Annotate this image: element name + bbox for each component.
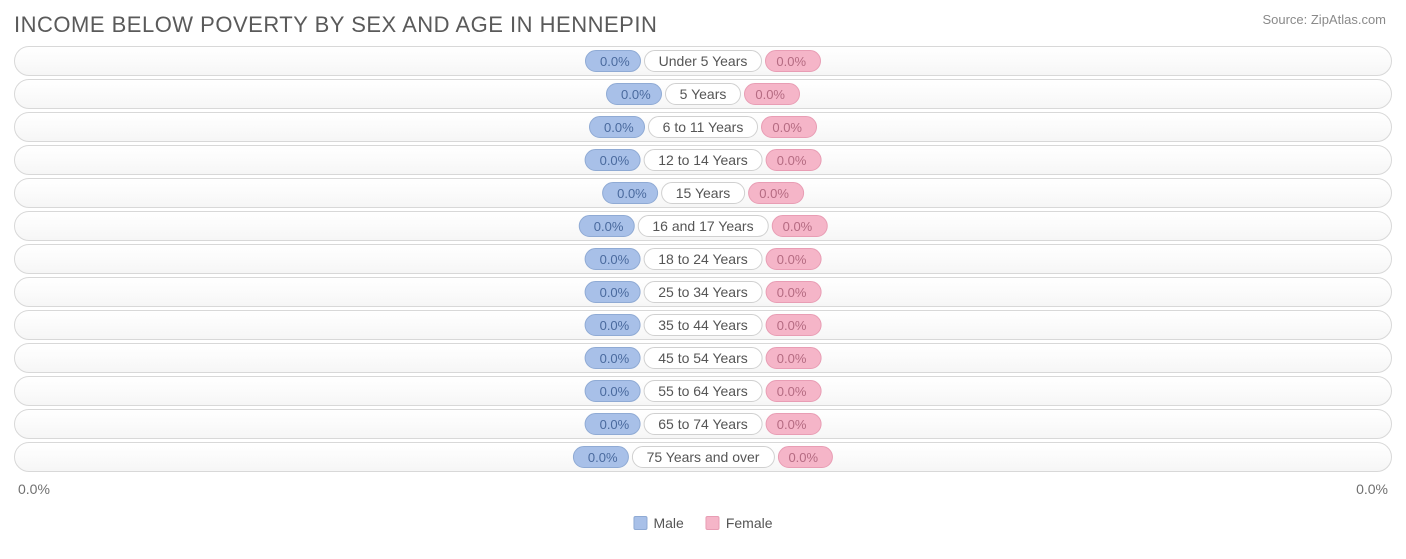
chart-row: 0.0%35 to 44 Years0.0% <box>14 310 1392 340</box>
chart-row: 0.0%Under 5 Years0.0% <box>14 46 1392 76</box>
chart-title: INCOME BELOW POVERTY BY SEX AND AGE IN H… <box>14 12 657 38</box>
female-value-pill: 0.0% <box>744 83 800 105</box>
chart-row: 0.0%5 Years0.0% <box>14 79 1392 109</box>
row-center-group: 0.0%25 to 34 Years0.0% <box>585 281 822 303</box>
x-axis: 0.0% 0.0% <box>0 475 1406 497</box>
legend-swatch-male <box>633 516 647 530</box>
chart-row: 0.0%16 and 17 Years0.0% <box>14 211 1392 241</box>
female-value-pill: 0.0% <box>772 215 828 237</box>
female-value-pill: 0.0% <box>765 50 821 72</box>
male-value-pill: 0.0% <box>585 248 641 270</box>
row-center-group: 0.0%45 to 54 Years0.0% <box>585 347 822 369</box>
row-center-group: 0.0%16 and 17 Years0.0% <box>579 215 828 237</box>
female-value-pill: 0.0% <box>777 446 833 468</box>
male-value-pill: 0.0% <box>585 413 641 435</box>
row-center-group: 0.0%12 to 14 Years0.0% <box>585 149 822 171</box>
category-label-pill: 25 to 34 Years <box>643 281 763 303</box>
row-center-group: 0.0%5 Years0.0% <box>606 83 800 105</box>
chart-header: INCOME BELOW POVERTY BY SEX AND AGE IN H… <box>0 0 1406 46</box>
category-label-pill: 5 Years <box>665 83 742 105</box>
row-center-group: 0.0%18 to 24 Years0.0% <box>585 248 822 270</box>
category-label-pill: 18 to 24 Years <box>643 248 763 270</box>
axis-left-label: 0.0% <box>18 481 50 497</box>
legend-item-male: Male <box>633 515 683 531</box>
male-value-pill: 0.0% <box>585 50 641 72</box>
chart-row: 0.0%18 to 24 Years0.0% <box>14 244 1392 274</box>
female-value-pill: 0.0% <box>766 380 822 402</box>
female-value-pill: 0.0% <box>766 314 822 336</box>
chart-row: 0.0%45 to 54 Years0.0% <box>14 343 1392 373</box>
male-value-pill: 0.0% <box>585 281 641 303</box>
female-value-pill: 0.0% <box>761 116 817 138</box>
chart-row: 0.0%55 to 64 Years0.0% <box>14 376 1392 406</box>
axis-right-label: 0.0% <box>1356 481 1388 497</box>
category-label-pill: Under 5 Years <box>644 50 763 72</box>
row-center-group: 0.0%15 Years0.0% <box>602 182 804 204</box>
row-center-group: 0.0%65 to 74 Years0.0% <box>585 413 822 435</box>
legend-item-female: Female <box>706 515 773 531</box>
row-center-group: 0.0%55 to 64 Years0.0% <box>585 380 822 402</box>
male-value-pill: 0.0% <box>606 83 662 105</box>
chart-row: 0.0%65 to 74 Years0.0% <box>14 409 1392 439</box>
male-value-pill: 0.0% <box>585 380 641 402</box>
category-label-pill: 35 to 44 Years <box>643 314 763 336</box>
chart-row: 0.0%12 to 14 Years0.0% <box>14 145 1392 175</box>
male-value-pill: 0.0% <box>579 215 635 237</box>
category-label-pill: 6 to 11 Years <box>648 116 759 138</box>
male-value-pill: 0.0% <box>585 314 641 336</box>
category-label-pill: 55 to 64 Years <box>643 380 763 402</box>
source-attribution: Source: ZipAtlas.com <box>1262 12 1386 27</box>
category-label-pill: 16 and 17 Years <box>637 215 768 237</box>
legend: Male Female <box>633 515 772 531</box>
chart-rows-container: 0.0%Under 5 Years0.0%0.0%5 Years0.0%0.0%… <box>0 46 1406 472</box>
chart-row: 0.0%6 to 11 Years0.0% <box>14 112 1392 142</box>
female-value-pill: 0.0% <box>766 347 822 369</box>
male-value-pill: 0.0% <box>602 182 658 204</box>
chart-row: 0.0%75 Years and over0.0% <box>14 442 1392 472</box>
female-value-pill: 0.0% <box>766 248 822 270</box>
row-center-group: 0.0%6 to 11 Years0.0% <box>589 116 817 138</box>
legend-label-male: Male <box>653 515 683 531</box>
female-value-pill: 0.0% <box>766 149 822 171</box>
male-value-pill: 0.0% <box>585 149 641 171</box>
category-label-pill: 15 Years <box>661 182 746 204</box>
chart-row: 0.0%25 to 34 Years0.0% <box>14 277 1392 307</box>
female-value-pill: 0.0% <box>766 281 822 303</box>
category-label-pill: 75 Years and over <box>632 446 775 468</box>
row-center-group: 0.0%75 Years and over0.0% <box>573 446 833 468</box>
male-value-pill: 0.0% <box>589 116 645 138</box>
female-value-pill: 0.0% <box>748 182 804 204</box>
category-label-pill: 45 to 54 Years <box>643 347 763 369</box>
male-value-pill: 0.0% <box>573 446 629 468</box>
row-center-group: 0.0%35 to 44 Years0.0% <box>585 314 822 336</box>
chart-row: 0.0%15 Years0.0% <box>14 178 1392 208</box>
legend-swatch-female <box>706 516 720 530</box>
category-label-pill: 12 to 14 Years <box>643 149 763 171</box>
male-value-pill: 0.0% <box>585 347 641 369</box>
legend-label-female: Female <box>726 515 773 531</box>
category-label-pill: 65 to 74 Years <box>643 413 763 435</box>
row-center-group: 0.0%Under 5 Years0.0% <box>585 50 821 72</box>
female-value-pill: 0.0% <box>766 413 822 435</box>
